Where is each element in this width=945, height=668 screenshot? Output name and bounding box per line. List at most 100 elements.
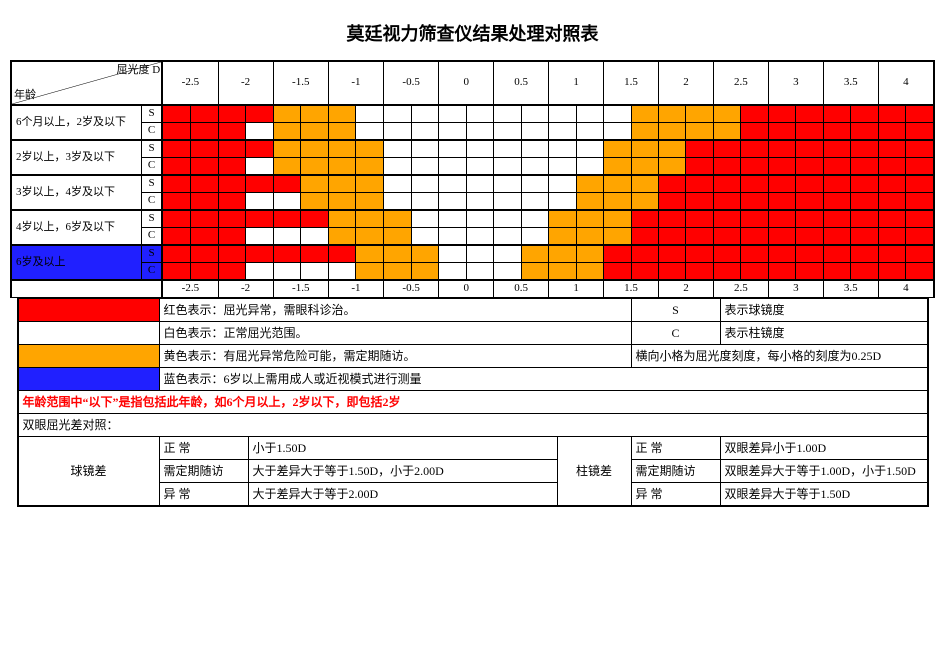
grid-cell (549, 123, 563, 141)
grid-cell (741, 210, 755, 228)
grid-cell (246, 245, 260, 263)
sc-label-c: C (141, 123, 162, 141)
grid-cell (590, 140, 604, 158)
grid-cell (162, 263, 176, 281)
grid-cell (232, 193, 246, 211)
grid-cell (494, 245, 508, 263)
grid-cell (631, 175, 645, 193)
grid-cell (603, 123, 617, 141)
grid-cell (672, 175, 686, 193)
grid-cell (453, 263, 467, 281)
grid-cell (521, 263, 535, 281)
grid-cell (370, 140, 384, 158)
grid-cell (190, 175, 204, 193)
grid-cell (301, 228, 315, 246)
grid-cell (809, 228, 823, 246)
grid-cell (796, 193, 810, 211)
grid-cell (631, 228, 645, 246)
grid-cell (672, 245, 686, 263)
grid-cell (521, 193, 535, 211)
grid-cell (823, 123, 837, 141)
grid-cell (259, 245, 273, 263)
grid-cell (590, 263, 604, 281)
sphere-state-cell: 需定期随访 (159, 460, 248, 483)
grid-cell (713, 140, 727, 158)
grid-cell (494, 158, 508, 176)
grid-cell (494, 228, 508, 246)
grid-cell (439, 263, 453, 281)
grid-cell (439, 123, 453, 141)
grid-cell (507, 210, 521, 228)
grid-cell (782, 158, 796, 176)
grid-cell (301, 140, 315, 158)
grid-cell (686, 123, 700, 141)
grid-cell (342, 193, 356, 211)
grid-cell (425, 263, 439, 281)
cyl-state-cell: 需定期随访 (631, 460, 720, 483)
grid-cell (204, 263, 218, 281)
grid-cell (370, 245, 384, 263)
grid-cell (576, 245, 590, 263)
grid-cell (878, 228, 892, 246)
grid-cell (549, 175, 563, 193)
age-row-label: 6个月以上，2岁及以下 (11, 105, 141, 140)
grid-cell (287, 123, 301, 141)
grid-cell (631, 123, 645, 141)
grid-cell (162, 105, 176, 123)
grid-cell (851, 210, 865, 228)
grid-cell (453, 158, 467, 176)
grid-cell (549, 263, 563, 281)
age-row-label: 2岁以上，3岁及以下 (11, 140, 141, 175)
grid-cell (617, 245, 631, 263)
bottom-scale-cell: 0.5 (494, 280, 549, 298)
grid-cell (397, 210, 411, 228)
grid-cell (603, 245, 617, 263)
grid-cell (713, 105, 727, 123)
grid-cell (521, 123, 535, 141)
grid-cell (273, 175, 287, 193)
grid-cell (906, 123, 920, 141)
grid-cell (672, 105, 686, 123)
grid-cell (301, 175, 315, 193)
grid-cell (315, 123, 329, 141)
header-scale-cell: 1.5 (603, 61, 658, 105)
page-title: 莫廷视力筛查仪结果处理对照表 (10, 20, 935, 46)
grid-cell (549, 210, 563, 228)
grid-cell (782, 263, 796, 281)
grid-cell (328, 245, 342, 263)
grid-cell (204, 210, 218, 228)
grid-cell (162, 228, 176, 246)
grid-cell (521, 175, 535, 193)
grid-cell (727, 105, 741, 123)
header-diopter-label: 屈光度 D (116, 64, 160, 77)
grid-cell (315, 228, 329, 246)
age-row-label: 3岁以上，4岁及以下 (11, 175, 141, 210)
grid-cell (356, 105, 370, 123)
grid-cell (865, 263, 879, 281)
legend-table: 红色表示：屈光异常，需眼科诊治。S表示球镜度白色表示：正常屈光范围。C表示柱镜度… (17, 298, 929, 507)
sc-label-s: S (141, 140, 162, 158)
grid-cell (878, 123, 892, 141)
grid-cell (741, 245, 755, 263)
grid-cell (645, 228, 659, 246)
grid-cell (865, 123, 879, 141)
grid-cell (768, 175, 782, 193)
grid-cell (796, 210, 810, 228)
grid-cell (232, 140, 246, 158)
grid-cell (342, 123, 356, 141)
grid-cell (411, 193, 425, 211)
sphere-desc-cell: 小于1.50D (248, 437, 557, 460)
grid-cell (204, 245, 218, 263)
grid-cell (232, 105, 246, 123)
grid-cell (603, 158, 617, 176)
grid-cell (480, 193, 494, 211)
grid-cell (190, 263, 204, 281)
grid-cell (273, 158, 287, 176)
grid-cell (494, 123, 508, 141)
grid-cell (796, 245, 810, 263)
grid-cell (576, 175, 590, 193)
grid-cell (397, 140, 411, 158)
grid-cell (177, 140, 191, 158)
grid-cell (576, 210, 590, 228)
grid-cell (576, 263, 590, 281)
